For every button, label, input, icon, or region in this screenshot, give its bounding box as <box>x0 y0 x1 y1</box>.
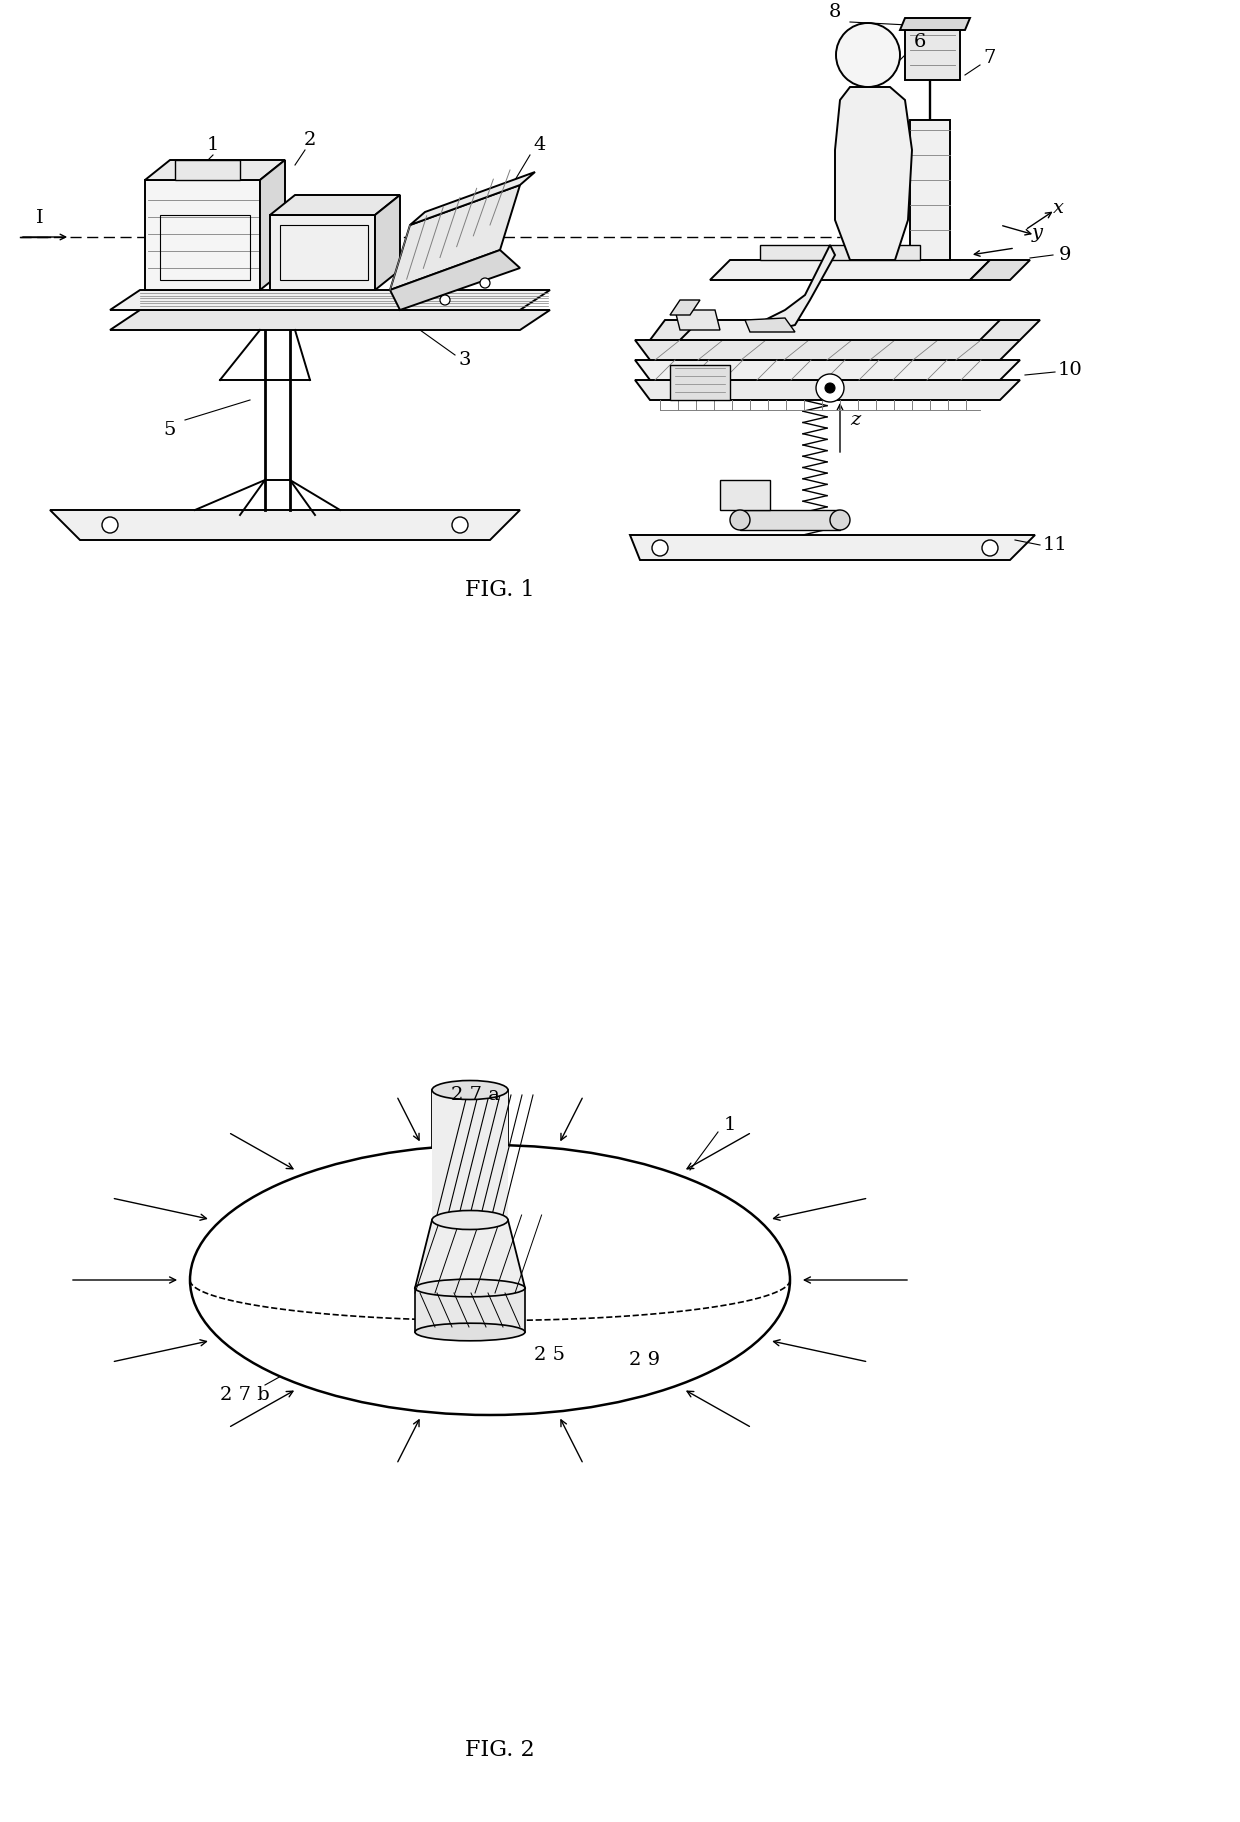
Polygon shape <box>740 510 839 530</box>
Polygon shape <box>970 261 1030 281</box>
Polygon shape <box>720 479 770 510</box>
Polygon shape <box>374 195 401 290</box>
Polygon shape <box>145 180 260 290</box>
Polygon shape <box>635 381 1021 401</box>
Text: 6: 6 <box>914 33 926 51</box>
Polygon shape <box>765 244 835 330</box>
Circle shape <box>480 279 490 288</box>
Polygon shape <box>260 160 285 290</box>
Text: 9: 9 <box>1059 246 1071 264</box>
Polygon shape <box>145 160 285 180</box>
Circle shape <box>816 374 844 403</box>
Ellipse shape <box>415 1323 525 1341</box>
Polygon shape <box>670 301 701 315</box>
Text: 2 9: 2 9 <box>630 1350 661 1368</box>
Polygon shape <box>960 321 1040 341</box>
Polygon shape <box>905 29 960 80</box>
Text: 2 7 b: 2 7 b <box>221 1387 270 1405</box>
Polygon shape <box>910 120 950 261</box>
Text: x: x <box>1053 199 1064 217</box>
Text: 5: 5 <box>164 421 176 439</box>
Text: 3: 3 <box>459 352 471 370</box>
Polygon shape <box>415 1221 525 1288</box>
Polygon shape <box>410 171 534 224</box>
Polygon shape <box>760 244 920 261</box>
Text: 8: 8 <box>828 4 841 22</box>
Circle shape <box>440 295 450 304</box>
Text: FIG. 2: FIG. 2 <box>465 1738 534 1762</box>
Text: I: I <box>36 210 43 228</box>
Circle shape <box>102 517 118 534</box>
Ellipse shape <box>190 1144 790 1416</box>
Polygon shape <box>650 321 715 341</box>
Circle shape <box>982 539 998 556</box>
Text: 10: 10 <box>1058 361 1083 379</box>
Polygon shape <box>635 341 1021 361</box>
Polygon shape <box>391 250 520 310</box>
Polygon shape <box>680 321 999 341</box>
Text: 2: 2 <box>304 131 316 149</box>
Polygon shape <box>270 195 401 215</box>
Polygon shape <box>432 1090 508 1221</box>
Text: z: z <box>849 412 861 428</box>
Polygon shape <box>175 160 241 180</box>
Polygon shape <box>110 290 551 310</box>
Polygon shape <box>630 536 1035 559</box>
Polygon shape <box>900 18 970 29</box>
Polygon shape <box>50 510 520 539</box>
Polygon shape <box>110 310 551 330</box>
Text: 7: 7 <box>983 49 996 67</box>
Ellipse shape <box>730 510 750 530</box>
Ellipse shape <box>830 510 849 530</box>
Circle shape <box>453 517 467 534</box>
Circle shape <box>652 539 668 556</box>
Polygon shape <box>391 186 520 290</box>
Ellipse shape <box>432 1210 508 1230</box>
Text: FIG. 1: FIG. 1 <box>465 579 534 601</box>
Polygon shape <box>745 319 795 332</box>
Text: 1: 1 <box>207 137 219 155</box>
Circle shape <box>836 24 900 87</box>
Ellipse shape <box>415 1279 525 1297</box>
Text: 2 7 a: 2 7 a <box>450 1086 500 1104</box>
Polygon shape <box>270 215 374 290</box>
Polygon shape <box>675 310 720 330</box>
Polygon shape <box>711 261 990 281</box>
Circle shape <box>825 383 835 394</box>
Polygon shape <box>635 361 1021 381</box>
Text: 1: 1 <box>724 1117 737 1133</box>
Polygon shape <box>415 1288 525 1332</box>
Text: 4: 4 <box>533 137 546 155</box>
Polygon shape <box>835 87 911 261</box>
Text: 2 5: 2 5 <box>534 1346 565 1365</box>
Ellipse shape <box>432 1080 508 1099</box>
Polygon shape <box>670 364 730 401</box>
Text: 11: 11 <box>1043 536 1068 554</box>
Text: y: y <box>1032 224 1043 242</box>
